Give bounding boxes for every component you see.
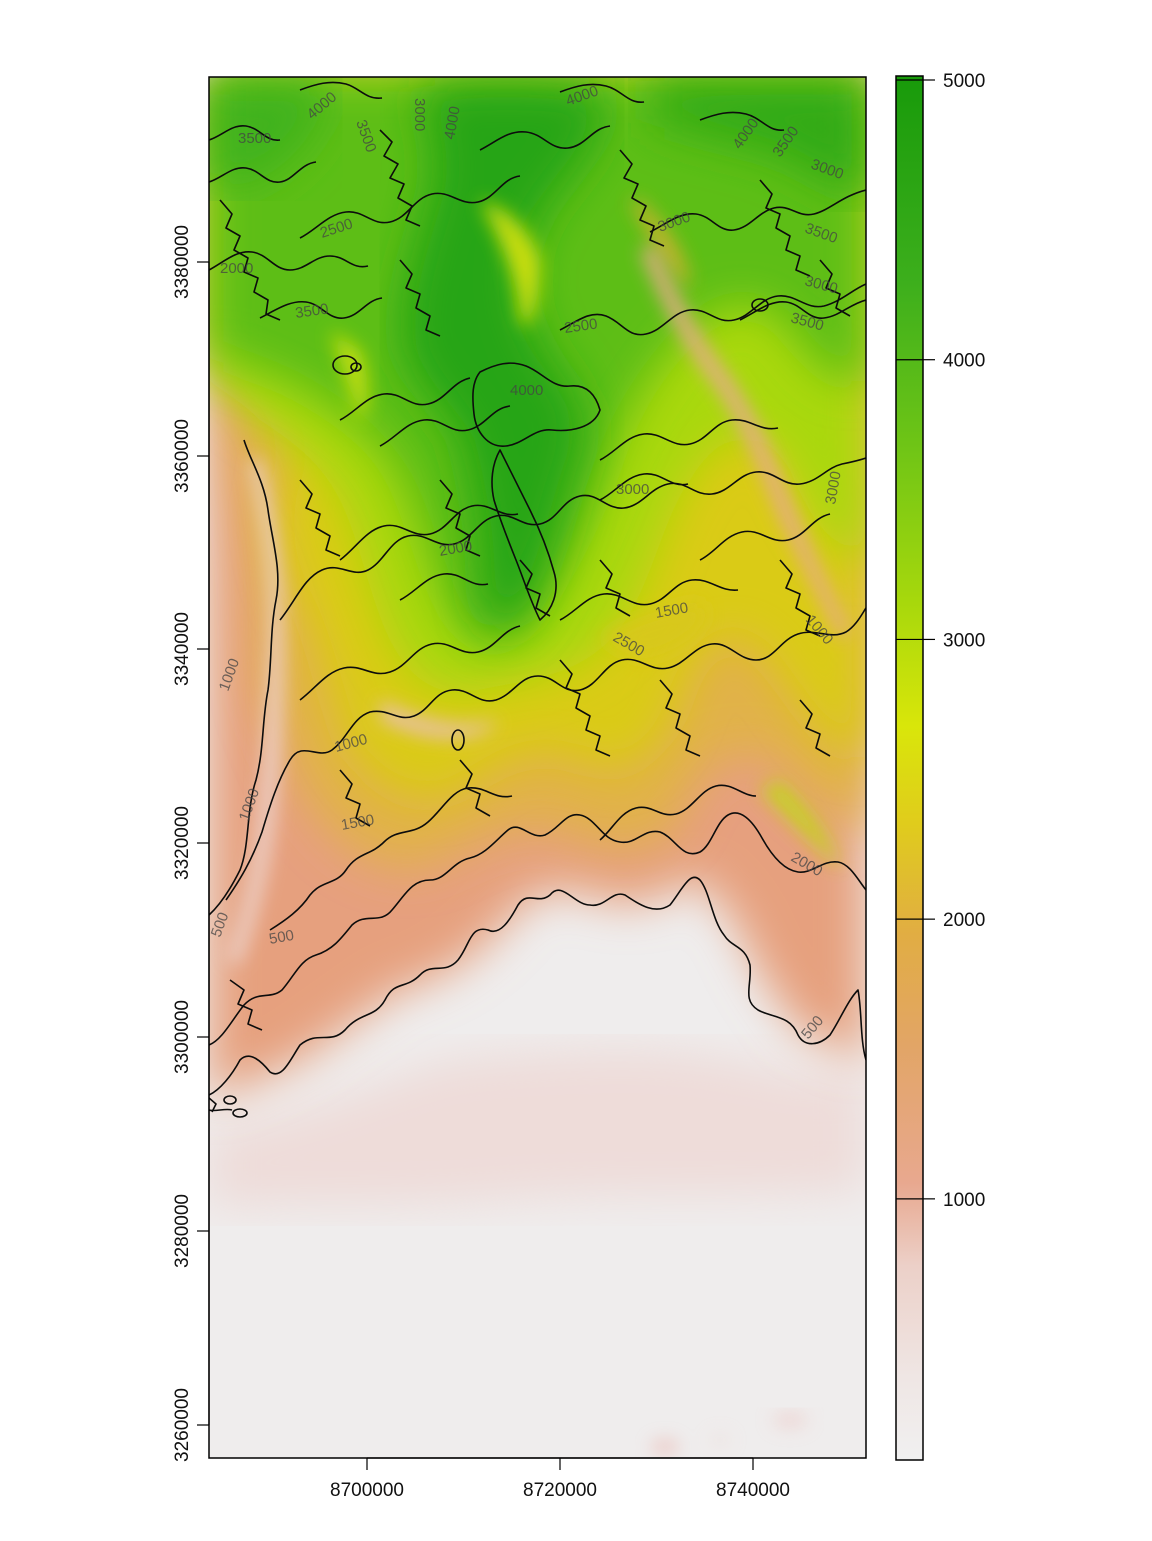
y-tick-label: 3320000 xyxy=(172,806,193,880)
contour-label: 3500 xyxy=(294,300,329,321)
contour-label: 3000 xyxy=(411,98,428,131)
contour-label: 2000 xyxy=(220,260,253,277)
legend-tick-label: 3000 xyxy=(943,630,985,651)
contour-label: 4000 xyxy=(441,105,464,141)
y-tick-label: 3340000 xyxy=(172,612,193,686)
contour-label: 500 xyxy=(268,927,296,948)
contour-label: 3500 xyxy=(238,130,271,147)
y-tick-label: 3360000 xyxy=(172,419,193,493)
contour-label: 2000 xyxy=(438,537,474,560)
legend-ticks: 1000 2000 3000 4000 5000 xyxy=(896,71,985,1211)
x-tick-label: 8700000 xyxy=(330,1480,404,1501)
elevation-raster: 4000 3500 3000 4000 3500 4000 4000 3500 … xyxy=(209,77,866,1458)
legend-frame xyxy=(895,75,924,1461)
contour-label: 1500 xyxy=(340,811,376,834)
color-legend: 1000 2000 3000 4000 5000 xyxy=(895,71,985,1461)
y-tick-label: 3300000 xyxy=(172,1000,193,1074)
x-tick-label: 8740000 xyxy=(716,1480,790,1501)
legend-tick-label: 5000 xyxy=(943,71,985,92)
contour-label: 4000 xyxy=(510,382,543,399)
contour-lines xyxy=(209,81,866,1118)
contour-label: 1500 xyxy=(654,599,690,622)
contour-label: 3000 xyxy=(616,481,649,498)
contour-label: 3000 xyxy=(822,470,845,506)
legend-tick-label: 2000 xyxy=(943,910,985,931)
x-tick-label: 8720000 xyxy=(523,1480,597,1501)
legend-color-bar xyxy=(896,76,923,1460)
y-tick-label: 3280000 xyxy=(172,1194,193,1268)
legend-tick-label: 4000 xyxy=(943,351,985,372)
x-axis: 8700000 8720000 8740000 xyxy=(330,1457,790,1501)
contour-label: 2500 xyxy=(563,315,598,336)
legend-tick-label: 1000 xyxy=(943,1190,985,1211)
y-tick-label: 3380000 xyxy=(172,225,193,299)
y-tick-label: 3260000 xyxy=(172,1388,193,1462)
y-axis: 3260000 3280000 3300000 3320000 3340000 33600… xyxy=(172,225,210,1462)
